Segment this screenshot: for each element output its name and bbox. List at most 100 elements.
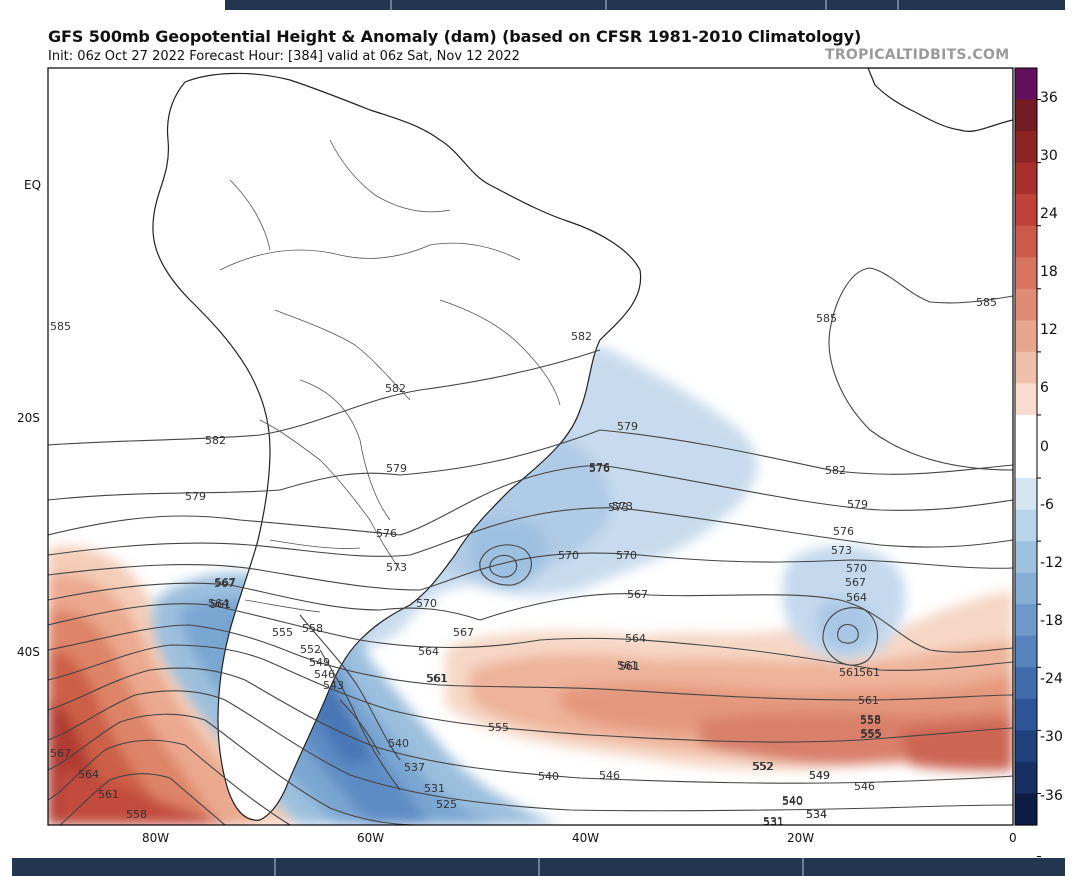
- contour-label: 567: [215, 576, 236, 589]
- colorbar-label-18: 18: [1040, 264, 1058, 280]
- land-outlines: [152, 68, 1013, 821]
- colorbar-swatch: [1015, 730, 1037, 763]
- colorbar-swatch: [1015, 698, 1037, 731]
- contour-label: 543: [323, 679, 344, 692]
- contour-label: 561: [617, 659, 638, 672]
- contour-label: 525: [436, 798, 457, 811]
- contour-label: 585: [976, 296, 997, 309]
- contour-label: 546: [314, 668, 335, 681]
- contour-label: 534: [806, 808, 827, 821]
- colorbar-label-30: 30: [1040, 148, 1058, 164]
- lon-label-60w: 60W: [357, 831, 385, 845]
- anomaly-colorbar: [1014, 67, 1041, 858]
- lat-label-20s: 20S: [17, 411, 40, 425]
- lon-label-20w: 20W: [787, 831, 815, 845]
- contour-label: 555: [488, 721, 509, 734]
- colorbar-swatch: [1015, 99, 1037, 132]
- contour-label: 570: [846, 562, 867, 575]
- contour-label: 531: [763, 815, 784, 828]
- colorbar-swatch: [1015, 257, 1037, 290]
- colorbar-swatch: [1015, 225, 1037, 258]
- contour-label: 564: [418, 645, 439, 658]
- contour-label: 573: [831, 544, 852, 557]
- contour-label: 579: [847, 498, 868, 511]
- contour-label: 582: [205, 434, 226, 447]
- colorbar-label-12: 12: [1040, 322, 1058, 338]
- contour-label: 555: [272, 626, 293, 639]
- contour-label: 561: [859, 666, 880, 679]
- colorbar-swatch: [1015, 383, 1037, 416]
- lat-label-40s: 40S: [17, 645, 40, 659]
- colorbar-swatch: [1015, 604, 1037, 637]
- contour-label: 537: [404, 761, 425, 774]
- country-borders: [219, 139, 561, 613]
- contour-label: 576: [833, 525, 854, 538]
- contour-label: 573: [612, 500, 633, 513]
- contour-label: 552: [753, 760, 774, 773]
- contour-label: 552: [300, 643, 321, 656]
- contour-label: 561: [98, 788, 119, 801]
- contour-label: 564: [78, 768, 99, 781]
- colorbar-frame: [1014, 67, 1038, 826]
- contour-label: 561: [839, 666, 860, 679]
- colorbar-label-neg36: -36: [1040, 788, 1063, 804]
- colorbar-label-neg12: -12: [1040, 555, 1063, 571]
- colorbar-swatch: [1015, 541, 1037, 574]
- colorbar-label-neg6: -6: [1040, 497, 1054, 513]
- contour-label: 558: [302, 622, 323, 635]
- contour-label: 531: [763, 816, 784, 829]
- contour-label: 582: [571, 330, 592, 343]
- colorbar-swatch: [1015, 320, 1037, 353]
- top-toolbar-strip: [225, 0, 1065, 10]
- contour-label: 546: [854, 780, 875, 793]
- contour-label: 579: [617, 420, 638, 433]
- contour-label: 567: [214, 577, 235, 590]
- contour-label: 576: [589, 462, 610, 475]
- colorbar-swatch: [1015, 667, 1037, 700]
- contour-label: 549: [809, 769, 830, 782]
- colorbar-label-neg18: -18: [1040, 613, 1063, 629]
- contour-label: 531: [424, 782, 445, 795]
- map-subtitle: Init: 06z Oct 27 2022 Forecast Hour: [38…: [48, 49, 520, 64]
- contour-label: 570: [616, 549, 637, 562]
- contour-label: 573: [608, 501, 629, 514]
- colorbar-swatch: [1015, 793, 1037, 826]
- contour-label: 540: [388, 737, 409, 750]
- contour-label: 567: [453, 626, 474, 639]
- colorbar-swatch: [1015, 635, 1037, 668]
- lon-label-0: 0: [1009, 831, 1017, 845]
- colorbar-swatch: [1015, 478, 1037, 511]
- contour-label: 576: [589, 461, 610, 474]
- colorbar-label-24: 24: [1040, 206, 1058, 222]
- contour-label: 585: [816, 312, 837, 325]
- contour-label: 567: [50, 747, 71, 760]
- colorbar-label-36: 36: [1040, 90, 1058, 106]
- contour-label: 579: [386, 462, 407, 475]
- contour-label: 561: [858, 694, 879, 707]
- colorbar-label-neg30: -30: [1040, 729, 1063, 745]
- contour-label: 549: [309, 656, 330, 669]
- contour-label: 582: [825, 464, 846, 477]
- contour-label: 561: [426, 672, 447, 685]
- contour-label: 561: [210, 598, 231, 611]
- contour-label: 579: [185, 490, 206, 503]
- contour-label: 555: [861, 727, 882, 740]
- colorbar-swatch: [1015, 162, 1037, 195]
- contour-label: 570: [416, 597, 437, 610]
- colorbar-swatch: [1015, 351, 1037, 385]
- contour-label: 567: [627, 588, 648, 601]
- lon-label-40w: 40W: [572, 831, 600, 845]
- contour-label: 540: [538, 770, 559, 783]
- contour-label: 561: [619, 660, 640, 673]
- contour-label: 549: [809, 769, 830, 782]
- colorbar-swatch: [1015, 131, 1037, 164]
- contour-label: 534: [806, 808, 827, 821]
- contour-labels: 5855825825825795795795765765735735705705…: [50, 296, 997, 829]
- colorbar-swatch: [1015, 572, 1037, 605]
- contour-label: 582: [385, 382, 406, 395]
- contour-label: 573: [386, 561, 407, 574]
- contour-label: 561: [427, 672, 448, 685]
- colorbar-swatch: [1015, 761, 1037, 795]
- contour-label: 552: [752, 760, 773, 773]
- colorbar-label-6: 6: [1040, 380, 1049, 396]
